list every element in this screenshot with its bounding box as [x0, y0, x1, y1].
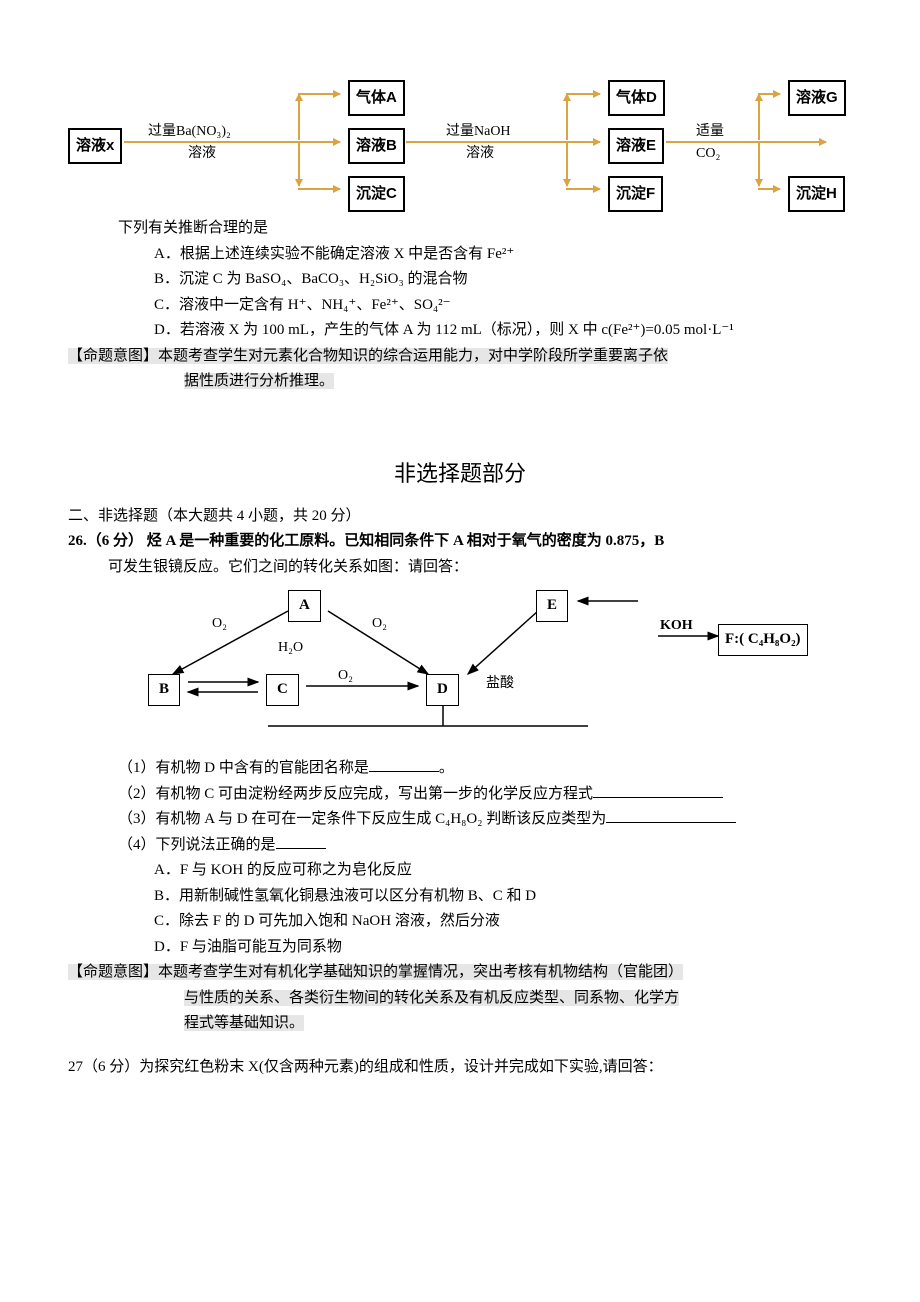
intent2-line2: 与性质的关系、各类衍生物间的转化关系及有机反应类型、同系物、化学方	[184, 986, 852, 1012]
node2-d: D	[426, 674, 459, 706]
node-h: 沉淀H	[788, 176, 845, 212]
node2-b: B	[148, 674, 180, 706]
q26-3: （3）有机物 A 与 D 在可在一定条件下反应生成 C₄H₈O₂ 判断该反应类型…	[118, 807, 852, 833]
option-b: B．沉淀 C 为 BaSO₄、BaCO₃、H₂SiO₃ 的混合物	[154, 267, 852, 293]
lbl-h2o: H₂O	[278, 636, 303, 660]
part2-heading: 二、非选择题（本大题共 4 小题，共 20 分）	[68, 504, 852, 530]
lbl-o2-2: O₂	[372, 612, 387, 636]
lbl-o2-3: O₂	[338, 664, 353, 688]
reagent-label: 过量Ba(NO₃)₂	[148, 120, 231, 144]
intent2-line1: 【命题意图】本题考查学生对有机化学基础知识的掌握情况，突出考核有机物结构（官能团…	[68, 960, 852, 986]
q26-opt-d: D．F 与油脂可能互为同系物	[154, 935, 852, 961]
node-a: 气体A	[348, 80, 405, 116]
q26-4: （4）下列说法正确的是	[118, 833, 852, 859]
node-g: 溶液G	[788, 80, 846, 116]
arrow	[758, 93, 780, 95]
node-x: 溶液x	[68, 128, 122, 164]
q27: 27（6 分）为探究红色粉末 X(仅含两种元素)的组成和性质，设计并完成如下实验…	[68, 1055, 852, 1081]
arrow	[566, 94, 568, 140]
q26-opt-c: C．除去 F 的 D 可先加入饱和 NaOH 溶液，然后分液	[154, 909, 852, 935]
q26-line1: 26.（6 分） 烃 A 是一种重要的化工原料。已知相同条件下 A 相对于氧气的…	[68, 529, 852, 555]
arrow	[666, 141, 826, 143]
node2-c: C	[266, 674, 299, 706]
intent2-line3: 程式等基础知识。	[184, 1011, 852, 1037]
lbl-hcl: 盐酸	[486, 672, 514, 696]
arrow	[566, 93, 600, 95]
arrow	[298, 94, 300, 140]
reagent-label: 溶液	[466, 142, 494, 166]
flowchart-1: 溶液x 气体A 气体D 溶液G 溶液B 溶液E 沉淀C 沉淀F 沉淀H 过量Ba…	[68, 78, 852, 208]
q26-1: （1）有机物 D 中含有的官能团名称是。	[118, 756, 852, 782]
lbl-o2: O₂	[212, 612, 227, 636]
node-e: 溶液E	[608, 128, 664, 164]
flowchart-2: A E B C D F:( C₄H₈O₂) O₂ O₂ H₂O O₂ 盐酸 KO…	[118, 586, 852, 746]
reagent-label: 溶液	[188, 142, 216, 166]
option-c: C．溶液中一定含有 H⁺、NH₄⁺、Fe²⁺、SO₄²⁻	[154, 293, 852, 319]
arrow	[298, 142, 300, 186]
arrow	[758, 142, 760, 186]
question-intro: 下列有关推断合理的是	[118, 216, 852, 242]
flow2-arrows	[118, 586, 818, 746]
node-d: 气体D	[608, 80, 665, 116]
option-a: A．根据上述连续实验不能确定溶液 X 中是否含有 Fe²⁺	[154, 242, 852, 268]
node-b: 溶液B	[348, 128, 405, 164]
reagent-label: 过量NaOH	[446, 120, 511, 144]
arrow	[566, 142, 568, 186]
q26-opt-b: B．用新制碱性氢氧化铜悬浊液可以区分有机物 B、C 和 D	[154, 884, 852, 910]
intent-line2: 据性质进行分析推理。	[184, 369, 852, 395]
arrow	[566, 188, 600, 190]
arrow	[298, 93, 340, 95]
q26-line2: 可发生银镜反应。它们之间的转化关系如图：请回答：	[108, 555, 852, 581]
node2-a: A	[288, 590, 321, 622]
node2-f: F:( C₄H₈O₂)	[718, 624, 808, 656]
intent-line1: 【命题意图】本题考查学生对元素化合物知识的综合运用能力，对中学阶段所学重要离子依	[68, 344, 852, 370]
arrow	[298, 188, 340, 190]
lbl-koh: KOH	[660, 614, 693, 638]
reagent-label: 适量	[696, 120, 724, 144]
reagent-label: CO₂	[696, 142, 720, 166]
node-f: 沉淀F	[608, 176, 663, 212]
section-title: 非选择题部分	[68, 455, 852, 492]
q26-2: （2）有机物 C 可由淀粉经两步反应完成，写出第一步的化学反应方程式	[118, 782, 852, 808]
q26-opt-a: A．F 与 KOH 的反应可称之为皂化反应	[154, 858, 852, 884]
arrow	[758, 188, 780, 190]
node-c: 沉淀C	[348, 176, 405, 212]
option-d: D．若溶液 X 为 100 mL，产生的气体 A 为 112 mL（标况），则 …	[154, 318, 852, 344]
arrow	[758, 94, 760, 140]
node2-e: E	[536, 590, 568, 622]
